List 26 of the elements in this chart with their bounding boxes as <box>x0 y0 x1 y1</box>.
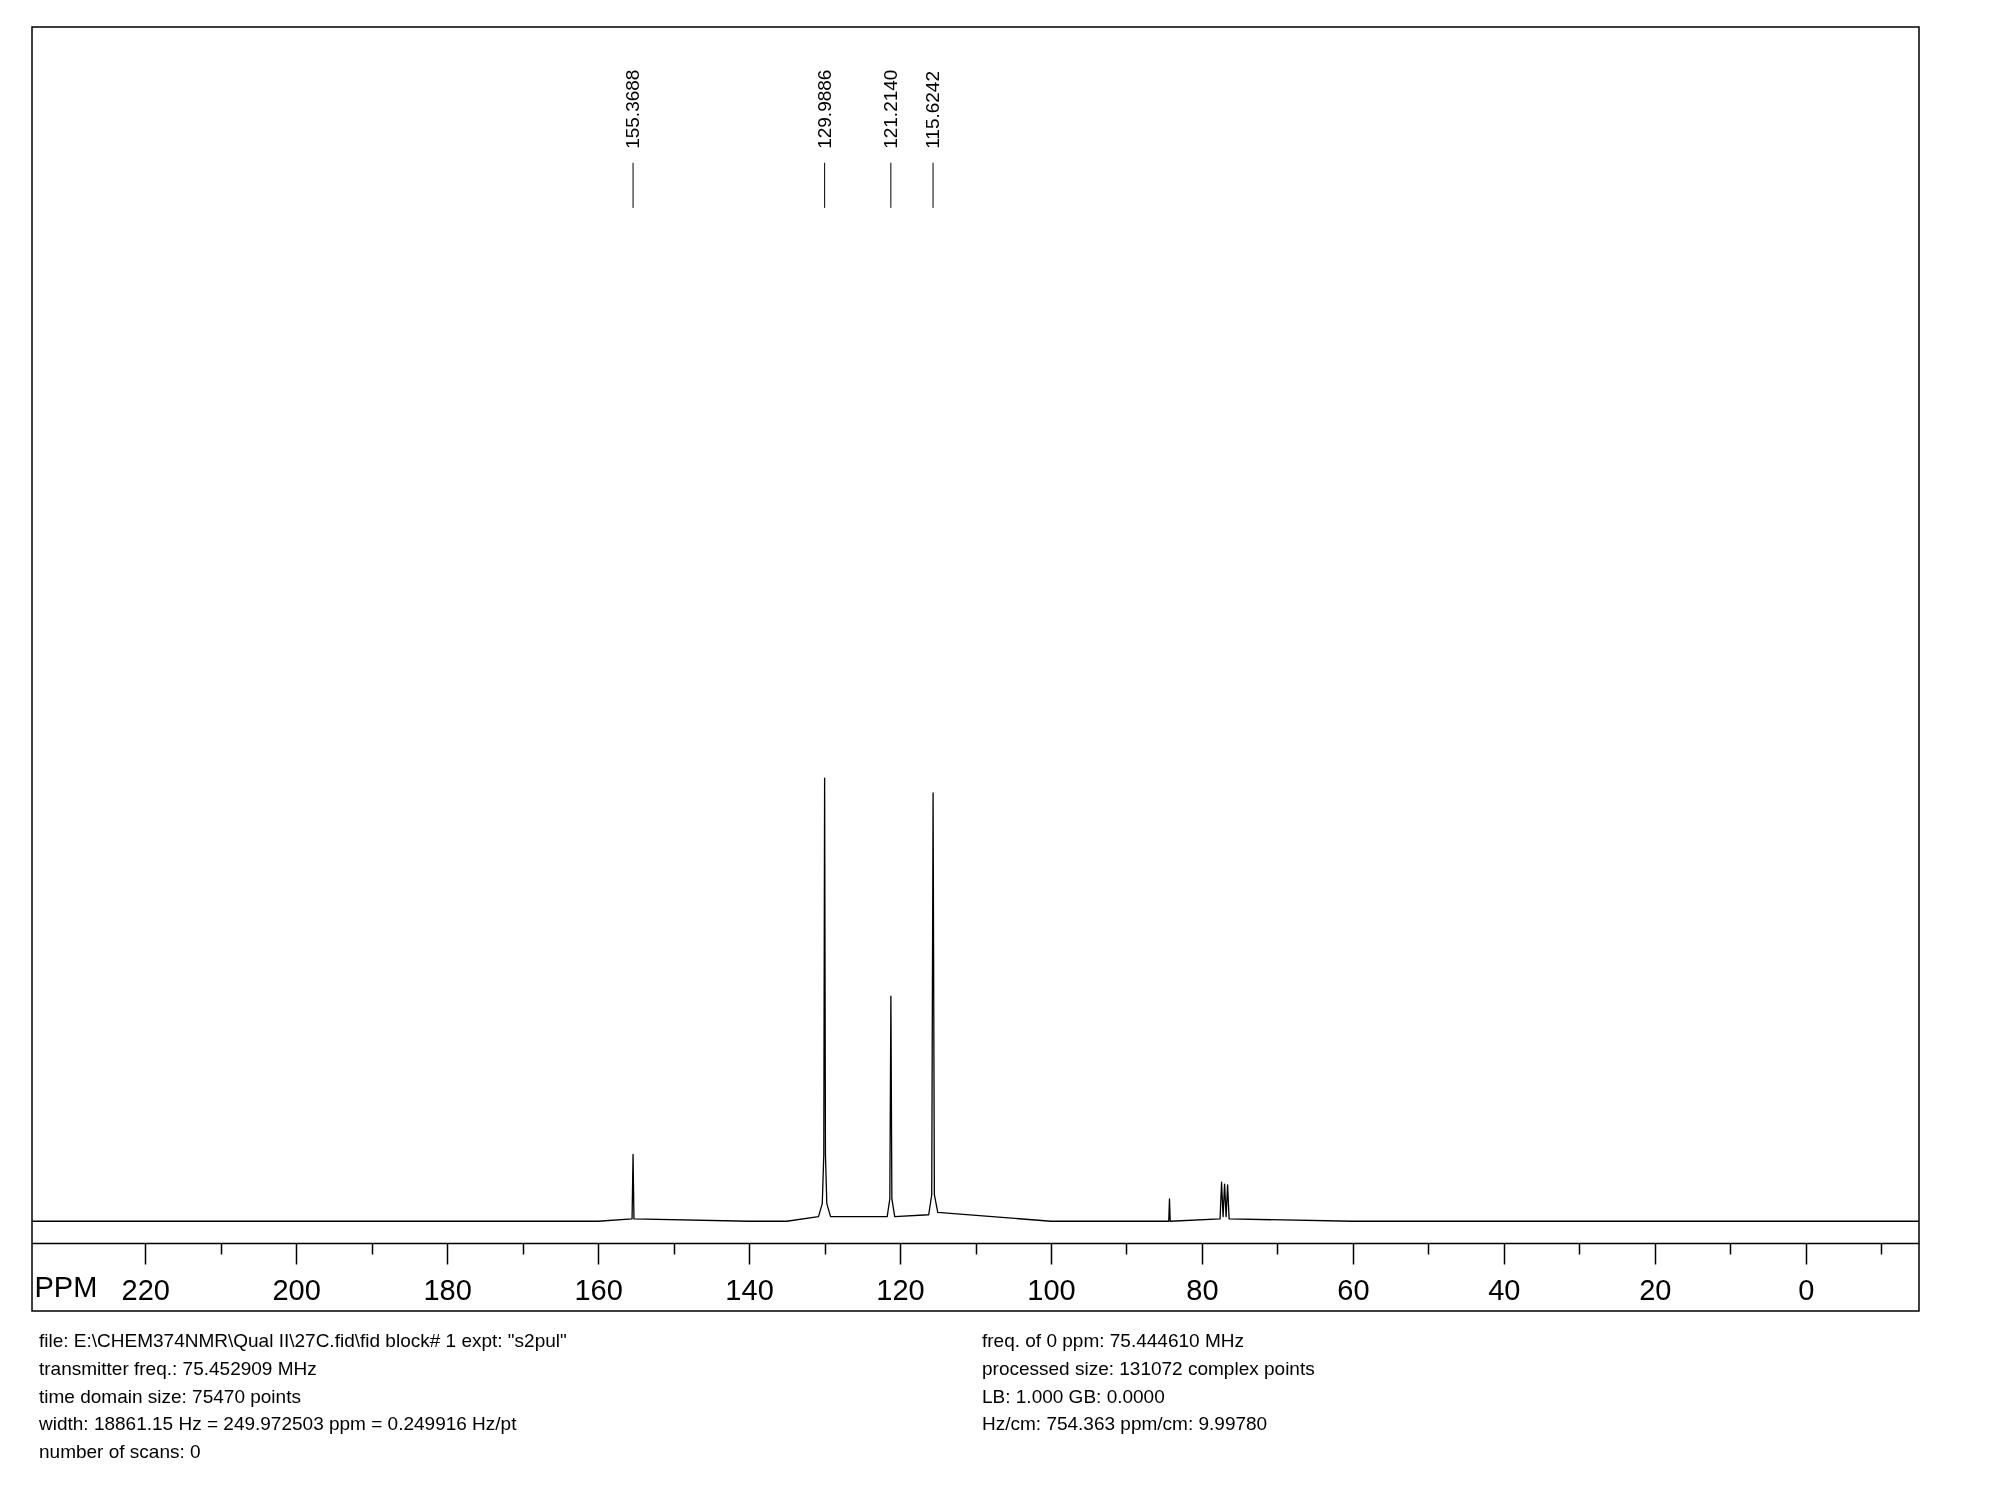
x-tick-label: 60 <box>1337 1273 1370 1306</box>
x-tick-label: 140 <box>725 1273 774 1306</box>
text: width: 18861.15 Hz = 249.972503 ppm = 0.249916 Hz/pt <box>38 1413 518 1435</box>
x-tick-label: 100 <box>1027 1273 1076 1306</box>
x-tick-label: 180 <box>423 1273 472 1306</box>
x-tick-label: 160 <box>574 1273 623 1306</box>
annotation: 155.3688 <box>622 69 644 149</box>
x-tick-label: 20 <box>1639 1273 1672 1306</box>
x-tick-label: 40 <box>1488 1273 1521 1306</box>
text: freq. of 0 ppm: 75.444610 MHz <box>982 1330 1244 1351</box>
x-axis-title: PPM <box>34 1270 98 1303</box>
x-tick-label: 120 <box>876 1273 925 1306</box>
x-tick-label: 200 <box>272 1273 321 1306</box>
x-tick-label: 0 <box>1798 1273 1815 1306</box>
text: file: E:\CHEM374NMR\Qual II\27C.fid\fid block# 1 expt: "s2pul" <box>39 1330 567 1351</box>
text: number of scans: 0 <box>39 1441 201 1463</box>
text: processed size: 131072 complex points <box>982 1357 1315 1379</box>
annotation: 129.9886 <box>813 69 835 149</box>
text: Hz/cm: 754.363 ppm/cm: 9.99780 <box>982 1413 1268 1435</box>
text: transmitter freq.: 75.452909 MHz <box>39 1357 317 1379</box>
text: LB: 1.000 GB: 0.0000 <box>982 1385 1165 1407</box>
annotation: 121.2140 <box>879 69 901 149</box>
text: time domain size: 75470 points <box>39 1385 301 1407</box>
x-tick-label: 220 <box>121 1273 170 1306</box>
x-tick-label: 80 <box>1186 1273 1219 1306</box>
annotation: 115.6242 <box>922 71 944 149</box>
